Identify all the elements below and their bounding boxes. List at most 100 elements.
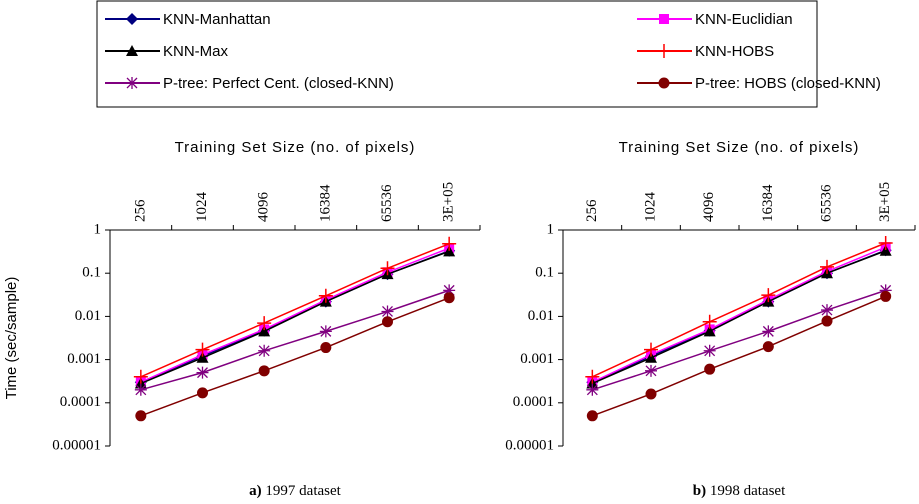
y-axis-title: Time (sec/sample) (3, 277, 20, 400)
marker (878, 236, 893, 251)
marker (442, 236, 457, 251)
caption-text: 1997 dataset (265, 483, 341, 499)
caption: a) 1997 dataset (249, 483, 341, 499)
y-tick-label: 0.00001 (52, 437, 101, 453)
series-line (140, 297, 450, 417)
series-line (592, 242, 886, 378)
marker (135, 410, 147, 422)
x-tick-label: 4096 (701, 192, 717, 223)
x-tick-label: 256 (132, 199, 148, 222)
y-tick-label: 1 (94, 221, 102, 237)
y-tick-label: 1 (547, 221, 555, 237)
x-tick-label: 4096 (256, 192, 272, 223)
legend-label: KNN-HOBS (695, 43, 774, 60)
marker (880, 290, 892, 302)
x-tick-label: 1024 (194, 192, 210, 223)
x-tick-label: 65536 (818, 184, 834, 222)
y-tick-label: 0.1 (535, 265, 554, 281)
marker (761, 288, 776, 303)
caption-label: b) (693, 483, 706, 499)
marker (126, 45, 138, 56)
marker (645, 388, 657, 400)
series-line (592, 246, 886, 383)
marker (644, 342, 658, 357)
series-line (592, 250, 886, 385)
marker (762, 341, 774, 353)
marker (762, 325, 775, 338)
marker (380, 261, 395, 276)
marker (586, 410, 598, 422)
marker (659, 14, 669, 24)
marker (658, 77, 670, 89)
marker (134, 383, 147, 396)
x-axis-title: Training Set Size (no. of pixels) (175, 139, 416, 156)
series-line (140, 250, 450, 385)
marker (320, 342, 332, 354)
marker (702, 314, 717, 329)
series-line (140, 247, 450, 383)
marker (703, 344, 716, 357)
marker (257, 316, 272, 331)
marker (821, 315, 833, 327)
legend-label: KNN-Euclidian (695, 11, 793, 28)
marker (443, 284, 456, 297)
marker (443, 245, 456, 257)
marker (645, 351, 657, 363)
marker (585, 369, 600, 384)
legend-label: KNN-Manhattan (163, 11, 271, 28)
marker (704, 363, 716, 375)
marker (382, 316, 393, 328)
x-tick-label: 3E+05 (877, 182, 893, 222)
marker (133, 369, 148, 384)
x-tick-label: 3E+05 (441, 182, 457, 222)
y-tick-label: 0.001 (67, 351, 101, 367)
marker (197, 387, 208, 399)
y-tick-label: 0.0001 (60, 394, 101, 410)
marker (381, 305, 394, 318)
legend-box (96, 0, 818, 108)
marker (258, 365, 270, 377)
legend-label: P-tree: Perfect Cent. (closed-KNN) (163, 75, 394, 92)
x-tick-label: 1024 (642, 192, 658, 223)
series-line (592, 295, 886, 417)
legend-label: KNN-Max (163, 43, 229, 60)
caption-label: a) (249, 483, 262, 499)
marker (879, 244, 892, 256)
x-tick-label: 16384 (317, 184, 333, 222)
marker (657, 44, 671, 58)
x-tick-label: 65536 (379, 184, 395, 222)
y-tick-label: 0.0001 (513, 394, 554, 410)
marker (879, 284, 892, 297)
marker (126, 13, 138, 25)
marker (443, 292, 455, 304)
y-tick-label: 0.1 (82, 265, 101, 281)
marker (126, 77, 138, 89)
marker (318, 288, 333, 303)
x-tick-label: 16384 (760, 184, 776, 222)
x-tick-label: 256 (584, 199, 600, 222)
marker (258, 325, 271, 337)
series-line (140, 243, 450, 378)
caption: b) 1998 dataset (693, 483, 786, 499)
y-tick-label: 0.00001 (505, 437, 554, 453)
marker (645, 364, 657, 377)
x-axis-title: Training Set Size (no. of pixels) (619, 139, 860, 156)
marker (258, 344, 271, 357)
y-tick-label: 0.01 (528, 308, 554, 324)
marker (319, 325, 332, 338)
marker (196, 366, 209, 379)
legend-label: P-tree: HOBS (closed-KNN) (695, 75, 881, 92)
marker (703, 325, 716, 337)
y-tick-label: 0.01 (75, 308, 101, 324)
marker (821, 304, 833, 317)
marker (196, 351, 209, 363)
y-tick-label: 0.001 (520, 351, 554, 367)
marker (195, 342, 210, 357)
marker (820, 259, 834, 274)
series-line (140, 289, 450, 391)
series-line (592, 289, 886, 391)
caption-text: 1998 dataset (710, 483, 786, 499)
marker (586, 383, 599, 396)
